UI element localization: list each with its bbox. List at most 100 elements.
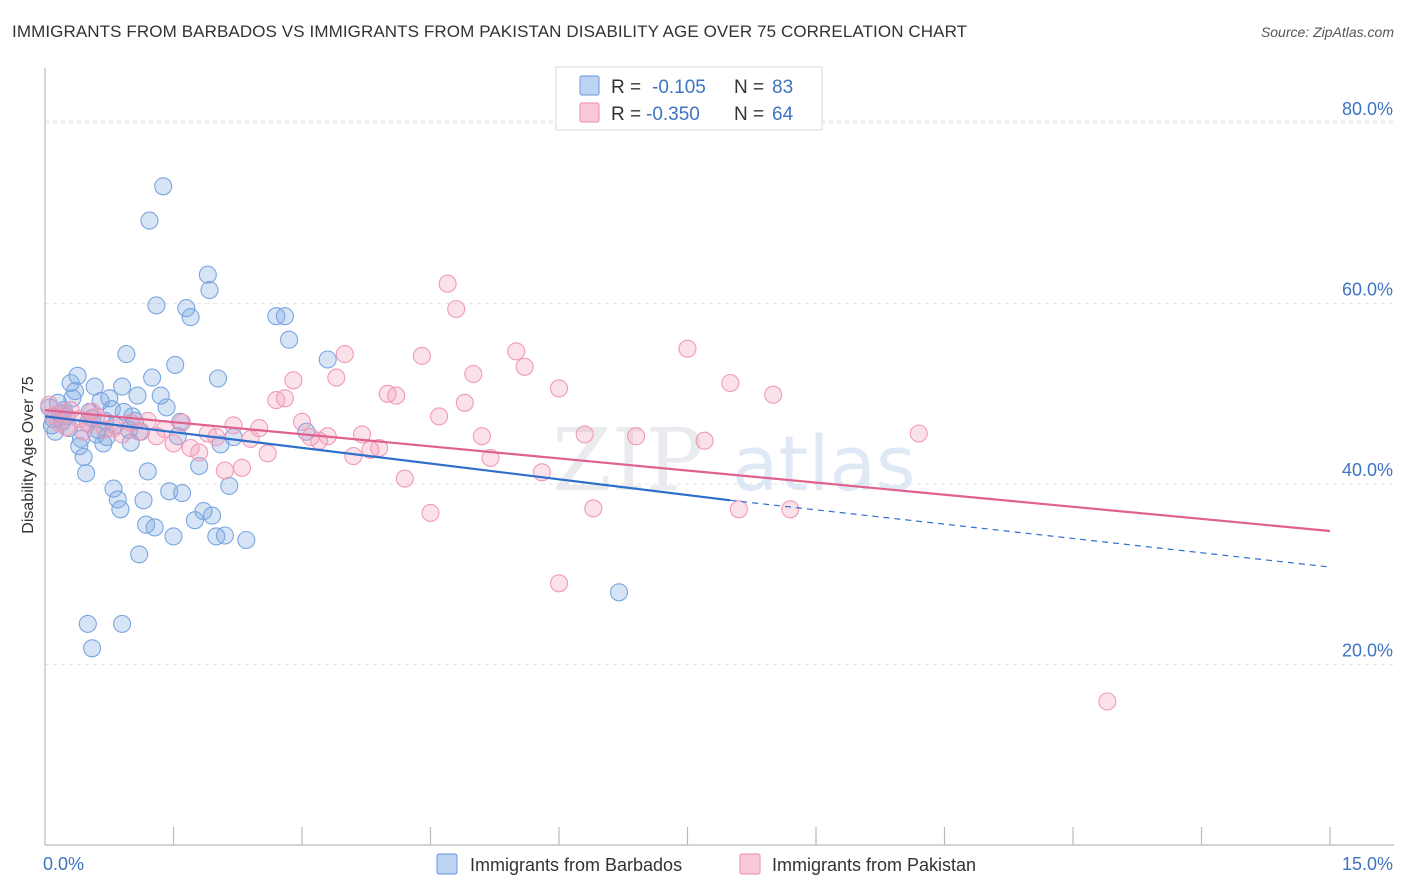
point-pakistan <box>584 499 603 518</box>
point-pakistan <box>164 434 183 453</box>
point-barbados <box>318 350 337 369</box>
point-barbados <box>145 518 164 537</box>
point-pakistan <box>627 427 646 446</box>
point-pakistan <box>729 500 748 519</box>
point-barbados <box>134 491 153 510</box>
x-tick-label: 15.0% <box>1342 854 1393 874</box>
axes <box>44 68 1394 846</box>
chart-title: IMMIGRANTS FROM BARBADOS VS IMMIGRANTS F… <box>12 22 968 41</box>
point-pakistan <box>421 503 440 522</box>
series-legend-label-pakistan: Immigrants from Pakistan <box>772 855 976 875</box>
y-tick-label: 20.0% <box>1342 641 1393 661</box>
point-barbados <box>68 366 87 385</box>
series-legend-swatch-pakistan <box>739 853 761 875</box>
point-pakistan <box>515 357 534 376</box>
point-pakistan <box>447 299 466 319</box>
point-barbados <box>190 456 209 476</box>
point-pakistan <box>327 368 346 387</box>
y-tick-label: 80.0% <box>1342 99 1393 119</box>
stats-legend-r-label-barbados: R = <box>611 77 641 98</box>
point-pakistan <box>464 364 483 384</box>
watermark: ZIP atlas <box>552 411 916 511</box>
point-pakistan <box>549 379 569 398</box>
point-pakistan <box>215 461 234 480</box>
series-legend: Immigrants from Barbados Immigrants from… <box>436 853 976 875</box>
stats-legend: R = -0.105 N = 83 R = -0.350 N = 64 <box>555 66 823 131</box>
point-barbados <box>117 345 136 364</box>
point-pakistan <box>430 407 449 426</box>
point-pakistan <box>224 416 243 435</box>
point-barbados <box>138 462 157 481</box>
point-barbados <box>208 369 228 388</box>
grid-lines <box>45 120 1394 666</box>
series-legend-label-barbados: Immigrants from Barbados <box>470 855 682 875</box>
point-barbados <box>166 355 185 374</box>
point-pakistan <box>695 431 714 450</box>
point-barbados <box>164 527 183 546</box>
x-tick-label: 0.0% <box>43 854 84 874</box>
point-pakistan <box>549 574 569 593</box>
stats-legend-swatch-barbados <box>579 75 600 96</box>
point-barbados <box>63 389 82 408</box>
point-pakistan <box>438 274 457 293</box>
point-pakistan <box>292 412 312 431</box>
point-pakistan <box>250 419 269 438</box>
stats-legend-r-label-pakistan: R = <box>611 104 641 125</box>
point-pakistan <box>455 393 474 412</box>
point-barbados <box>154 177 173 196</box>
point-barbados <box>237 530 256 550</box>
y-axis-label-group: Disability Age Over 75 <box>20 376 37 534</box>
point-pakistan <box>258 444 277 463</box>
y-tick-label: 60.0% <box>1342 280 1393 300</box>
chart-source: Source: ZipAtlas.com <box>1260 24 1394 40</box>
point-pakistan <box>507 342 526 361</box>
point-barbados <box>609 583 629 602</box>
point-pakistan <box>387 386 406 405</box>
trend-line-barbados <box>44 415 731 502</box>
point-barbados <box>143 368 162 387</box>
point-barbados <box>198 265 217 284</box>
point-barbados <box>215 526 234 545</box>
point-barbados <box>113 377 132 396</box>
point-pakistan <box>481 448 500 467</box>
trend-line-barbados-extrapolated <box>730 499 1331 568</box>
point-pakistan <box>412 346 431 365</box>
point-pakistan <box>74 422 93 441</box>
stats-legend-n-label-pakistan: N = <box>734 104 764 125</box>
stats-legend-n-value-pakistan: 64 <box>772 104 794 125</box>
point-barbados <box>200 281 219 300</box>
point-pakistan <box>575 425 594 444</box>
point-pakistan <box>395 469 414 488</box>
point-pakistan <box>190 443 209 462</box>
point-pakistan <box>181 438 200 458</box>
point-barbados <box>157 398 176 417</box>
point-barbados <box>111 500 130 519</box>
point-barbados <box>194 502 213 521</box>
stats-legend-n-label-barbados: N = <box>734 77 764 98</box>
point-barbados <box>77 464 96 483</box>
point-barbados <box>128 386 147 405</box>
series-legend-swatch-barbados <box>436 853 458 875</box>
point-barbados <box>151 386 170 405</box>
point-barbados <box>113 614 132 633</box>
point-barbados <box>173 484 192 503</box>
point-pakistan <box>764 385 783 404</box>
point-pakistan <box>909 424 928 443</box>
stats-legend-r-value-barbados: -0.105 <box>652 77 706 98</box>
point-barbados <box>220 476 239 495</box>
point-pakistan <box>472 427 491 446</box>
point-barbados <box>177 299 196 318</box>
point-pakistan <box>344 447 363 466</box>
point-barbados <box>104 479 123 498</box>
stats-legend-r-value-pakistan: -0.350 <box>646 104 700 125</box>
trend-line-pakistan <box>44 408 1331 533</box>
point-barbados <box>275 307 294 326</box>
stats-legend-swatch-pakistan <box>579 102 600 123</box>
point-barbados <box>83 639 102 658</box>
x-tick-labels: 0.0% 15.0% <box>43 854 1393 874</box>
point-pakistan <box>284 371 303 390</box>
stats-legend-n-value-barbados: 83 <box>772 77 793 98</box>
point-barbados <box>100 389 119 408</box>
point-barbados <box>65 382 85 401</box>
